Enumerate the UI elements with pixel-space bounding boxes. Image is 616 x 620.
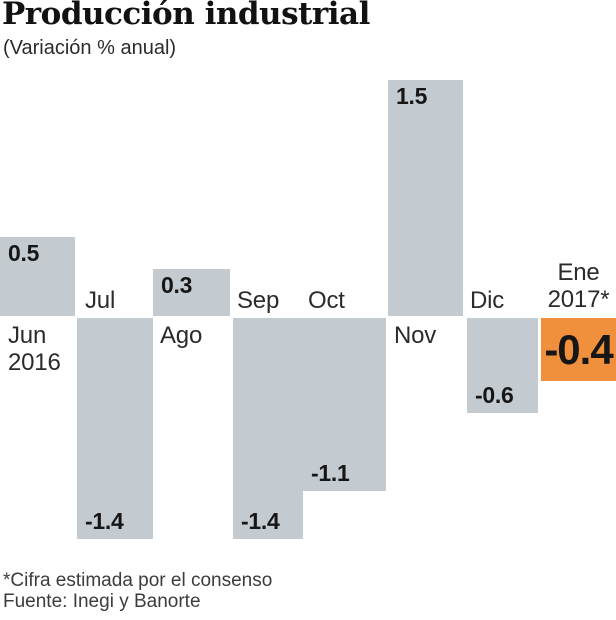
axis-label-dic: Dic	[470, 287, 505, 314]
value-label-sep: -1.4	[241, 508, 280, 534]
value-label-jul: -1.4	[85, 508, 124, 534]
bar-oct	[303, 318, 386, 491]
bar-dic	[467, 318, 538, 413]
axis-label-ene-2017: Ene 2017*	[547, 259, 610, 313]
bar-sep	[233, 318, 303, 539]
axis-label-sep: Sep	[237, 287, 280, 314]
bar-nov	[388, 80, 463, 316]
bar-chart-area: 0.5 Jun 2016 -1.4 Jul 0.3 Ago -1.4 Sep -1.1 Oct 1.…	[0, 80, 616, 539]
value-label-dic: -0.6	[475, 382, 514, 408]
bar-ene-2017	[541, 318, 616, 381]
chart-title: Producción industrial	[2, 0, 370, 32]
chart-footnote: *Cifra estimada por el consenso	[3, 570, 273, 591]
value-label-jun-2016: 0.5	[8, 240, 40, 266]
bar-jun-2016	[0, 237, 75, 316]
value-label-oct: -1.1	[311, 460, 350, 486]
bar-ago	[153, 269, 230, 316]
axis-label-jun-2016: Jun 2016	[8, 322, 61, 376]
chart-subtitle: (Variación % anual)	[3, 37, 177, 59]
chart-footer: *Cifra estimada por el consenso Fuente: …	[3, 570, 272, 612]
axis-label-nov: Nov	[394, 322, 437, 349]
chart-source: Fuente: Inegi y Banorte	[3, 591, 201, 612]
axis-label-ago: Ago	[160, 322, 203, 349]
value-label-nov: 1.5	[396, 83, 428, 109]
value-label-ene-2017: -0.4	[544, 326, 613, 373]
axis-label-jul: Jul	[85, 287, 116, 314]
value-label-ago: 0.3	[161, 272, 193, 298]
bar-jul	[77, 318, 153, 539]
axis-label-oct: Oct	[308, 287, 345, 314]
